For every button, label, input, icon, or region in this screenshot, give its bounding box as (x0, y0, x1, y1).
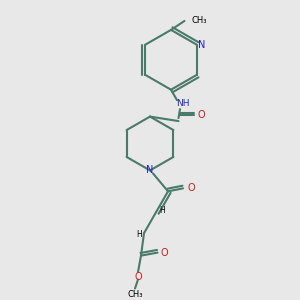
Text: H: H (136, 230, 142, 239)
Text: CH₃: CH₃ (127, 290, 143, 299)
Text: O: O (134, 272, 142, 282)
Text: N: N (146, 165, 154, 176)
Text: O: O (188, 183, 195, 193)
Text: CH₃: CH₃ (191, 16, 207, 26)
Text: O: O (160, 248, 168, 258)
Text: O: O (197, 110, 205, 120)
Text: N: N (198, 40, 205, 50)
Text: H: H (159, 206, 165, 215)
Text: NH: NH (176, 99, 190, 108)
